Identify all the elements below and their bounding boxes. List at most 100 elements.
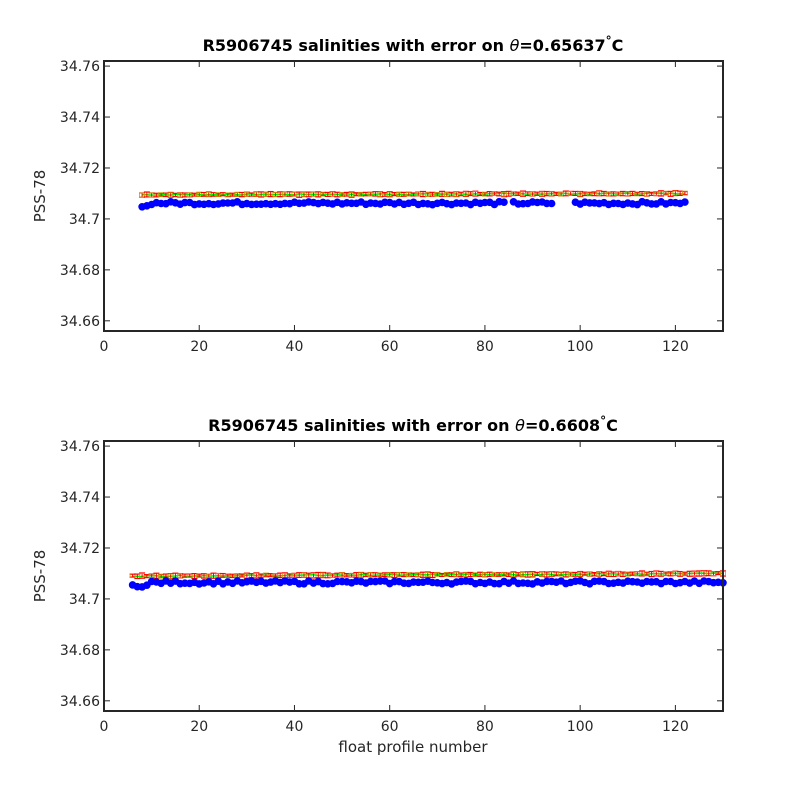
mapped-salinity-marker: [596, 571, 603, 577]
mapped-salinity-marker: [243, 191, 250, 197]
mapped-salinity-marker: [443, 572, 450, 577]
mapped-salinity-marker: [491, 191, 498, 196]
bottom-panel-data: [128, 570, 727, 591]
y-tick-label: 34.68: [60, 643, 100, 659]
mapped-salinity-marker: [510, 572, 517, 577]
mapped-salinity-marker: [605, 571, 612, 577]
mapped-salinity-marker: [558, 191, 565, 197]
mapped-salinity-marker: [301, 572, 307, 578]
x-tick-label: 80: [476, 719, 494, 735]
bottom-panel-xlabel: float profile number: [338, 738, 488, 756]
mapped-salinity-marker: [196, 191, 203, 197]
y-tick-label: 34.72: [60, 161, 100, 177]
y-tick-label: 34.76: [60, 439, 100, 455]
y-tick-label: 34.66: [60, 314, 100, 330]
mapped-salinity-marker: [596, 190, 603, 196]
mapped-salinity-marker: [472, 572, 479, 578]
mapped-salinity-marker: [186, 573, 193, 578]
mapped-salinity-marker: [586, 571, 593, 577]
mapped-salinity-marker: [377, 572, 384, 578]
x-tick-label: 100: [567, 719, 594, 735]
float-salinity-point: [500, 198, 508, 206]
mapped-salinity-marker: [148, 573, 155, 579]
mapped-salinity-marker: [424, 191, 431, 197]
y-tick-label: 34.72: [60, 541, 100, 557]
bottom-panel-frame: [103, 440, 724, 712]
mapped-salinity-marker: [548, 571, 555, 577]
top-panel-data: [138, 190, 689, 211]
mapped-salinity-marker: [139, 573, 145, 578]
mapped-salinity-marker: [539, 191, 545, 197]
mapped-salinity-marker: [682, 190, 688, 196]
mapped-salinity-marker: [434, 191, 441, 197]
mapped-salinity-marker: [653, 191, 660, 197]
mapped-salinity-marker: [139, 192, 145, 198]
mapped-salinity-marker: [453, 571, 460, 577]
mapped-salinity-marker: [615, 571, 622, 577]
x-tick-label: 0: [100, 719, 109, 735]
mapped-salinity-marker: [129, 573, 136, 579]
mapped-salinity-marker: [320, 572, 326, 578]
x-tick-label: 60: [381, 339, 399, 355]
mapped-salinity-marker: [501, 191, 507, 197]
mapped-salinity-marker: [177, 573, 184, 579]
mapped-salinity-marker: [253, 191, 260, 197]
mapped-salinity-marker: [167, 573, 174, 579]
mapped-salinity-marker: [472, 191, 479, 197]
mapped-salinity-marker: [405, 191, 412, 197]
mapped-salinity-marker: [348, 192, 355, 198]
bottom-panel: R5906745 salinities with error on θ=0.66…: [31, 414, 727, 756]
mapped-salinity-marker: [577, 571, 584, 577]
mapped-salinity-marker: [329, 191, 336, 197]
mapped-salinity-marker: [396, 572, 403, 577]
mapped-salinity-marker: [653, 571, 660, 576]
mapped-salinity-marker: [586, 191, 593, 197]
mapped-salinity-marker: [358, 572, 365, 578]
mapped-salinity-marker: [624, 191, 631, 197]
mapped-salinity-marker: [282, 191, 288, 197]
mapped-salinity-marker: [558, 571, 565, 577]
mapped-salinity-marker: [177, 192, 184, 198]
mapped-salinity-marker: [529, 191, 536, 197]
mapped-salinity-marker: [224, 573, 231, 579]
mapped-salinity-marker: [329, 573, 336, 578]
y-tick-label: 34.7: [69, 212, 100, 228]
mapped-salinity-marker: [567, 190, 574, 196]
mapped-salinity-marker: [291, 572, 298, 578]
x-tick-label: 120: [662, 719, 689, 735]
x-tick-label: 0: [100, 339, 109, 355]
y-tick-label: 34.74: [60, 110, 100, 126]
mapped-salinity-marker: [634, 191, 641, 197]
mapped-salinity-marker: [339, 572, 345, 578]
mapped-salinity-marker: [434, 571, 441, 577]
float-salinity-point: [681, 198, 689, 206]
mapped-salinity-marker: [272, 192, 279, 197]
mapped-salinity-marker: [482, 572, 488, 578]
mapped-salinity-marker: [205, 573, 212, 579]
mapped-salinity-marker: [491, 572, 498, 578]
mapped-salinity-marker: [348, 572, 355, 578]
mapped-salinity-marker: [424, 572, 431, 577]
mapped-salinity-marker: [539, 571, 545, 577]
mapped-salinity-marker: [167, 192, 174, 198]
top-panel-title: R5906745 salinities with error on θ=0.65…: [203, 34, 624, 55]
mapped-salinity-marker: [482, 191, 488, 197]
mapped-salinity-marker: [643, 571, 650, 577]
mapped-salinity-marker: [548, 191, 555, 197]
mapped-salinity-marker: [215, 192, 222, 198]
mapped-salinity-marker: [262, 191, 269, 197]
top-panel: R5906745 salinities with error on θ=0.65…: [31, 34, 724, 355]
mapped-salinity-marker: [462, 572, 469, 578]
y-tick-label: 34.68: [60, 263, 100, 279]
mapped-salinity-marker: [662, 190, 669, 196]
mapped-salinity-marker: [529, 571, 536, 577]
mapped-salinity-marker: [310, 191, 317, 197]
mapped-salinity-marker: [358, 191, 365, 197]
mapped-salinity-marker: [262, 572, 269, 578]
mapped-salinity-marker: [310, 572, 317, 578]
mapped-salinity-marker: [243, 573, 250, 579]
mapped-salinity-marker: [301, 191, 307, 197]
mapped-salinity-marker: [377, 191, 384, 197]
mapped-salinity-marker: [158, 573, 165, 579]
